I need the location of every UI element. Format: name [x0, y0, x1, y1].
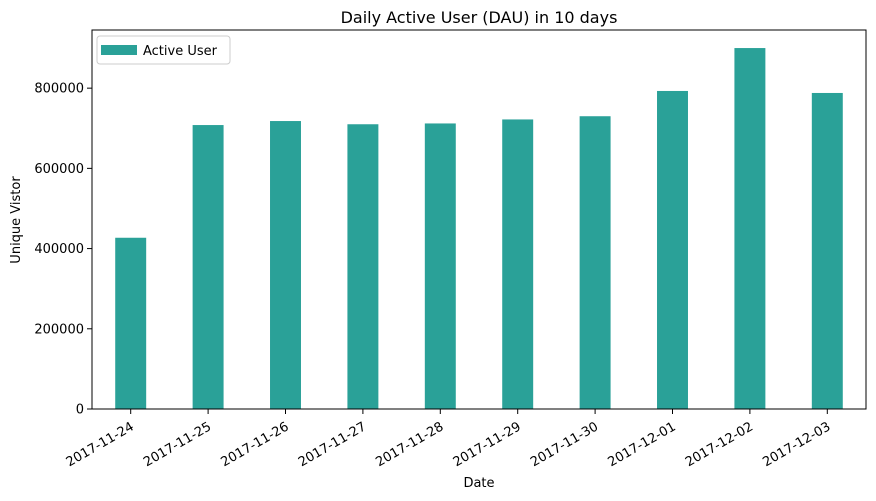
plot-frame — [91, 29, 867, 410]
y-tick-label: 200000 — [34, 322, 84, 337]
bar-2017-11-26 — [270, 121, 301, 409]
bar-2017-12-01 — [657, 90, 688, 410]
legend-box — [96, 35, 231, 65]
bar-group — [115, 48, 843, 410]
y-axis-label: Unique Vistor — [9, 176, 24, 264]
bar-2017-11-24 — [115, 237, 147, 409]
y-tick-label: 800000 — [34, 82, 84, 97]
y-axis-ticks: 0 200000 400000 600000 800000 — [34, 82, 92, 418]
legend-swatch — [101, 45, 137, 55]
chart-title: Daily Active User (DAU) in 10 days — [341, 8, 618, 27]
bar-2017-12-03 — [811, 92, 843, 409]
legend: Active User — [96, 35, 231, 65]
bar-2017-11-30 — [579, 116, 611, 409]
bar-2017-12-02 — [734, 48, 766, 410]
bar-2017-11-29 — [502, 119, 534, 409]
legend-label: Active User — [143, 44, 218, 59]
y-tick-label: 0 — [76, 403, 84, 418]
y-tick-label: 600000 — [34, 162, 84, 177]
bar-2017-11-28 — [424, 123, 456, 409]
bar-2017-11-25 — [192, 125, 224, 410]
x-axis-label: Date — [463, 476, 494, 491]
bar-2017-11-27 — [347, 124, 379, 409]
y-tick-label: 400000 — [34, 242, 84, 257]
